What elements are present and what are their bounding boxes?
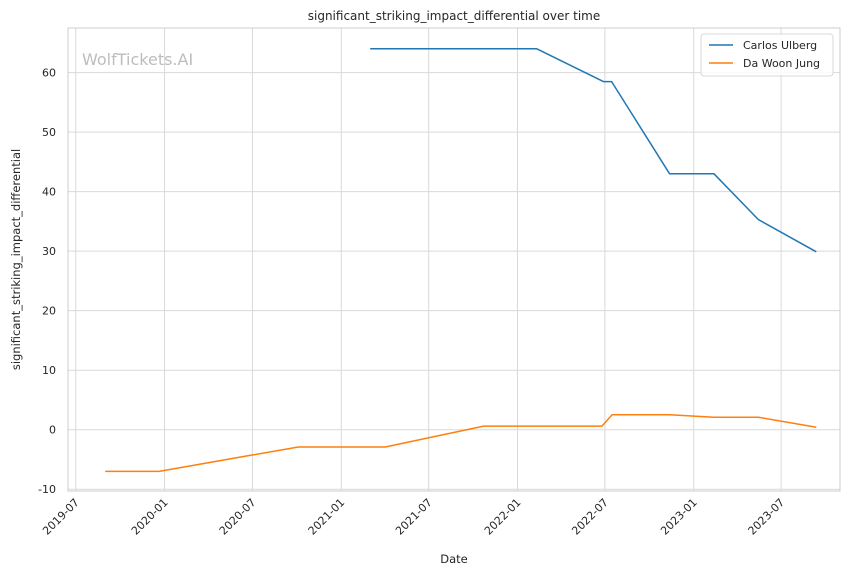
legend-label: Carlos Ulberg: [743, 39, 817, 52]
x-tick-label: 2021-01: [306, 496, 348, 538]
x-axis-ticks: 2019-07 2020-01 2020-07 2021-01 2021-07 2022-…: [40, 496, 787, 538]
series-layer: [105, 48, 817, 473]
x-tick-label: 2022-01: [482, 496, 524, 538]
x-tick-label: 2023-01: [658, 496, 700, 538]
legend: Carlos Ulberg Da Woon Jung: [700, 33, 834, 77]
x-tick-label: 2020-07: [217, 496, 259, 538]
x-tick-label: 2023-07: [746, 496, 788, 538]
y-axis-ticks: -10 0 10 20 30 40 50 60: [38, 67, 56, 497]
y-tick-label: -10: [38, 483, 56, 496]
legend-label: Da Woon Jung: [743, 57, 820, 70]
y-axis-title: significant_striking_impact_differential: [9, 149, 23, 370]
x-tick-label: 2020-01: [129, 496, 171, 538]
y-tick-label: 40: [42, 186, 56, 199]
y-tick-label: 0: [49, 424, 56, 437]
series-line-0: [370, 48, 817, 253]
chart-title: significant_striking_impact_differential…: [308, 9, 600, 23]
y-tick-label: 20: [42, 305, 56, 318]
x-tick-label: 2021-07: [393, 496, 435, 538]
y-tick-label: 30: [42, 245, 56, 258]
y-tick-label: 50: [42, 126, 56, 139]
watermark: WolfTickets.AI: [82, 50, 193, 69]
x-axis-title: Date: [440, 552, 468, 566]
series-line-1: [105, 414, 817, 473]
x-tick-label: 2022-07: [569, 496, 611, 538]
gridlines: [68, 28, 840, 491]
y-tick-label: 60: [42, 67, 56, 80]
x-tick-label: 2019-07: [40, 496, 82, 538]
plot-area: [67, 27, 841, 492]
y-tick-label: 10: [42, 364, 56, 377]
legend-box: [700, 33, 834, 77]
